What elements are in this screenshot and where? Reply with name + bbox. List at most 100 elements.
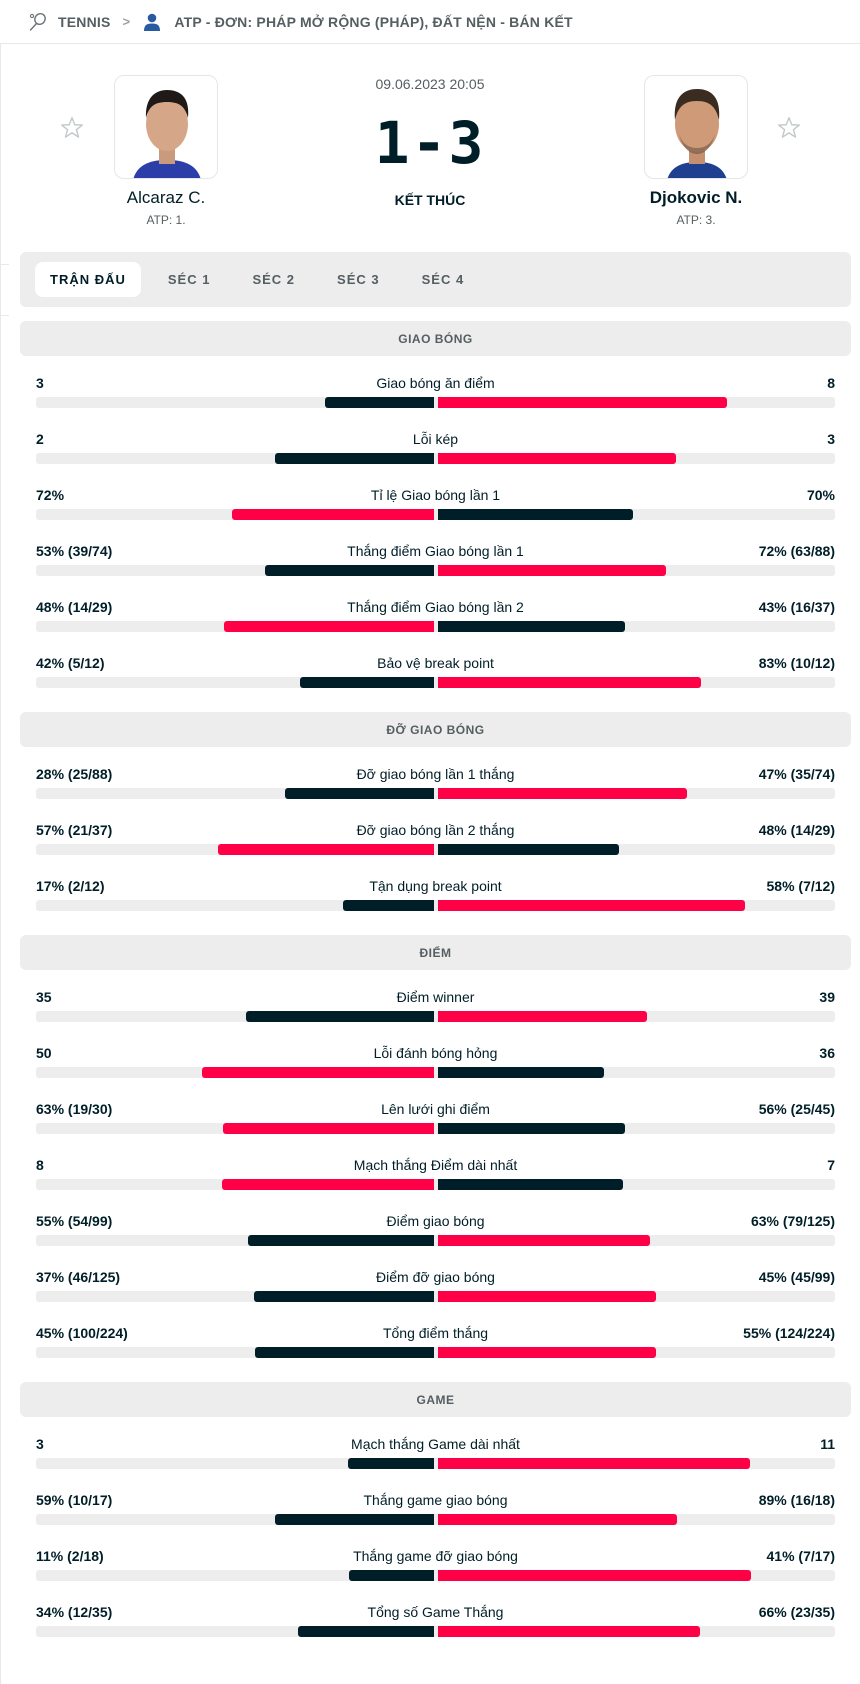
stat-home-value: 53% (39/74) bbox=[36, 543, 113, 559]
stat-away-value: 43% (16/37) bbox=[758, 599, 835, 615]
stat-bar-track bbox=[36, 1179, 835, 1190]
breadcrumb-competition-link[interactable]: ATP - ĐƠN: PHÁP MỞ RỘNG (PHÁP), ĐẤT NỆN … bbox=[174, 13, 573, 30]
stat-bar-home bbox=[299, 677, 434, 688]
player-portrait-away bbox=[667, 89, 727, 178]
match-status: KẾT THÚC bbox=[394, 192, 466, 208]
stat-home-value: 50 bbox=[36, 1045, 52, 1061]
left-divider bbox=[0, 44, 1, 1684]
stat-bar-away bbox=[437, 1011, 647, 1022]
stat-label: Mạch thắng Điểm dài nhất bbox=[353, 1157, 518, 1173]
stat-home-value: 8 bbox=[36, 1157, 44, 1173]
stat-home-value: 72% bbox=[36, 487, 65, 503]
stat-bar-home bbox=[275, 1514, 434, 1525]
stat-label: Thắng điểm Giao bóng lần 1 bbox=[347, 543, 524, 559]
stat-row: 45% (100/224) Tổng điểm thắng 55% (124/224… bbox=[20, 1323, 851, 1379]
left-divider-stub bbox=[0, 315, 9, 316]
stat-away-value: 3 bbox=[827, 431, 835, 447]
stat-bar-away bbox=[437, 677, 702, 688]
match-datetime: 09.06.2023 20:05 bbox=[375, 76, 485, 92]
stat-away-value: 56% (25/45) bbox=[758, 1101, 835, 1117]
player-name-away[interactable]: Djokovic N. bbox=[649, 188, 743, 207]
stat-bar-track bbox=[36, 1011, 835, 1022]
stat-row: 17% (2/12) Tận dụng break point 58% (7/12) bbox=[20, 876, 851, 932]
stat-row: 8 Mạch thắng Điểm dài nhất 7 bbox=[20, 1155, 851, 1211]
stat-home-value: 3 bbox=[36, 375, 44, 391]
stat-home-value: 3 bbox=[36, 1436, 44, 1452]
stat-home-value: 63% (19/30) bbox=[36, 1101, 113, 1117]
section-header: ĐIỂM bbox=[20, 935, 851, 970]
stat-row: 72% Tỉ lệ Giao bóng lần 1 70% bbox=[20, 485, 851, 541]
stat-bar-track bbox=[36, 1235, 835, 1246]
stat-row: 11% (2/18) Thắng game đỡ giao bóng 41% (7/… bbox=[20, 1546, 851, 1602]
stat-home-value: 35 bbox=[36, 989, 52, 1005]
stat-row: 57% (21/37) Đỡ giao bóng lần 2 thắng 48% (… bbox=[20, 820, 851, 876]
favorite-star-icon-home[interactable] bbox=[59, 115, 85, 141]
stat-away-value: 63% (79/125) bbox=[750, 1213, 835, 1229]
stat-label: Điểm winner bbox=[396, 989, 475, 1005]
stat-bar-away bbox=[437, 565, 667, 576]
stat-away-value: 47% (35/74) bbox=[758, 766, 835, 782]
player-rank-away: ATP: 3. bbox=[676, 213, 716, 227]
stat-bar-track bbox=[36, 509, 835, 520]
stat-home-value: 55% (54/99) bbox=[36, 1213, 113, 1229]
stat-home-value: 37% (46/125) bbox=[36, 1269, 121, 1285]
stat-home-value: 17% (2/12) bbox=[36, 878, 105, 894]
stat-bar-home bbox=[349, 1570, 434, 1581]
stat-bar-track bbox=[36, 565, 835, 576]
stat-away-value: 66% (23/35) bbox=[758, 1604, 835, 1620]
stat-bar-home bbox=[245, 1011, 434, 1022]
stat-bar-away bbox=[437, 1291, 656, 1302]
stats-section: ĐIỂM 35 Điểm winner 39 50 Lỗi đánh bóng hỏng 3… bbox=[20, 935, 851, 1379]
stat-home-value: 28% (25/88) bbox=[36, 766, 113, 782]
stat-home-value: 2 bbox=[36, 431, 44, 447]
stat-bar-away bbox=[437, 1458, 750, 1469]
stat-label: Bảo vệ break point bbox=[377, 655, 494, 671]
stat-bar-away bbox=[437, 1347, 657, 1358]
stat-away-value: 70% bbox=[806, 487, 835, 503]
stat-bar-away bbox=[437, 453, 676, 464]
stat-bar-away bbox=[437, 1626, 700, 1637]
stat-label: Thắng game giao bóng bbox=[363, 1492, 508, 1508]
stat-bar-track bbox=[36, 900, 835, 911]
player-photo-home[interactable] bbox=[114, 75, 218, 179]
stat-bar-home bbox=[217, 844, 434, 855]
stat-label: Đỡ giao bóng lần 2 thắng bbox=[356, 822, 515, 838]
stat-bar-away bbox=[437, 844, 620, 855]
breadcrumb-sport-link[interactable]: TENNIS bbox=[58, 13, 111, 30]
stat-bar-away bbox=[437, 1514, 677, 1525]
stat-row: 34% (12/35) Tổng số Game Thắng 66% (23/35) bbox=[20, 1602, 851, 1658]
stat-label: Lên lưới ghi điểm bbox=[381, 1101, 490, 1117]
favorite-star-icon-away[interactable] bbox=[776, 115, 802, 141]
tab-set-3[interactable]: SÉC 3 bbox=[337, 272, 380, 287]
tennis-racket-icon bbox=[29, 12, 46, 31]
stat-bar-track bbox=[36, 453, 835, 464]
tab-match[interactable]: TRẬN ĐẤU bbox=[35, 262, 141, 297]
player-photo-away[interactable] bbox=[644, 75, 748, 179]
stat-bar-home bbox=[325, 397, 434, 408]
tab-set-1[interactable]: SÉC 1 bbox=[167, 272, 211, 287]
stat-bar-home bbox=[348, 1458, 434, 1469]
stat-bar-away bbox=[437, 788, 687, 799]
stat-home-value: 45% (100/224) bbox=[36, 1325, 128, 1341]
stat-bar-home bbox=[285, 788, 434, 799]
stat-away-value: 58% (7/12) bbox=[766, 878, 835, 894]
stat-bar-track bbox=[36, 788, 835, 799]
stat-bar-away bbox=[437, 1123, 625, 1134]
stat-bar-track bbox=[36, 1067, 835, 1078]
tab-set-2[interactable]: SÉC 2 bbox=[252, 272, 296, 287]
stat-away-value: 36 bbox=[819, 1045, 835, 1061]
section-header: GAME bbox=[20, 1382, 851, 1417]
period-tabs: TRẬN ĐẤU SÉC 1 SÉC 2 SÉC 3 SÉC 4 bbox=[20, 252, 851, 307]
stat-bar-track bbox=[36, 1626, 835, 1637]
stat-label: Tổng điểm thắng bbox=[382, 1325, 489, 1341]
stat-label: Thắng điểm Giao bóng lần 2 bbox=[347, 599, 524, 615]
stat-bar-home bbox=[221, 1179, 434, 1190]
stat-home-value: 57% (21/37) bbox=[36, 822, 113, 838]
player-name-home[interactable]: Alcaraz C. bbox=[126, 188, 206, 207]
stat-bar-track bbox=[36, 844, 835, 855]
stat-row: 50 Lỗi đánh bóng hỏng 36 bbox=[20, 1043, 851, 1099]
stat-label: Lỗi đánh bóng hỏng bbox=[373, 1045, 498, 1061]
stat-row: 59% (10/17) Thắng game giao bóng 89% (16/1… bbox=[20, 1490, 851, 1546]
tab-set-4[interactable]: SÉC 4 bbox=[421, 272, 465, 287]
stat-bar-away bbox=[437, 900, 745, 911]
